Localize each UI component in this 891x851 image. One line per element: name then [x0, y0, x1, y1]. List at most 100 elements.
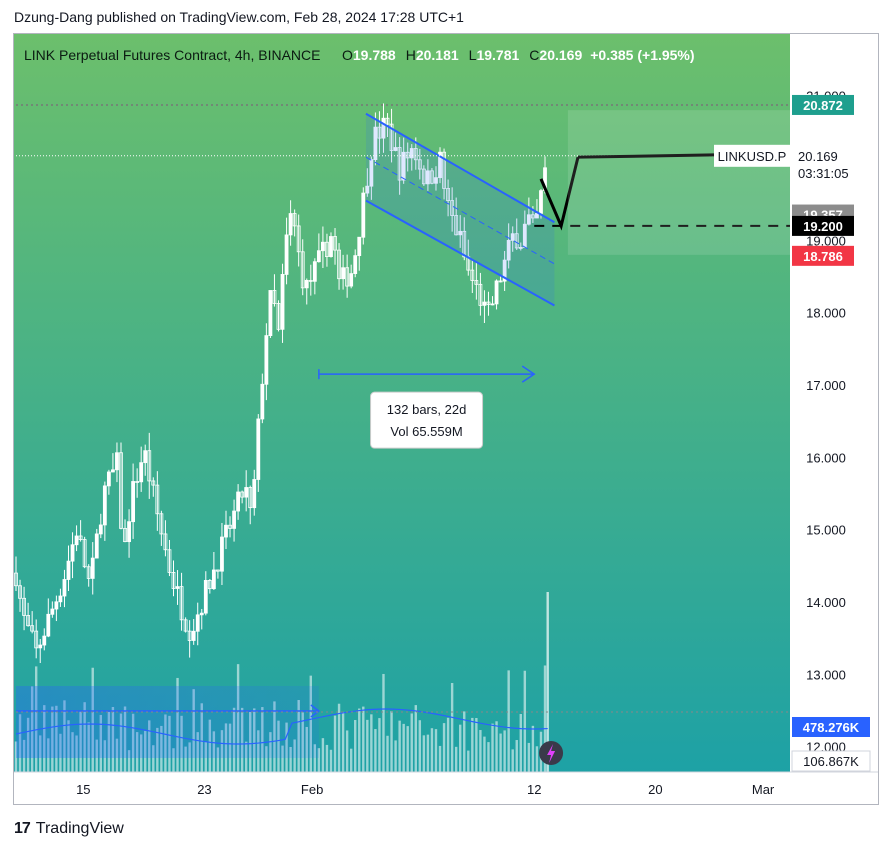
volume-bar	[337, 703, 341, 772]
volume-bar	[426, 734, 430, 772]
projection-path[interactable]	[539, 156, 580, 231]
legend-low-value: 19.781	[476, 47, 519, 63]
volume-ma-badge	[792, 717, 870, 737]
volume-bar	[454, 746, 458, 772]
candle-body	[248, 487, 253, 509]
candle-body	[256, 418, 261, 480]
candle-body	[171, 571, 176, 589]
channel-lower-line[interactable]	[365, 199, 555, 307]
candle-body	[450, 200, 455, 216]
legend-high-value: 20.181	[416, 47, 459, 63]
candle-body	[353, 255, 358, 275]
volume-bar	[418, 720, 422, 772]
chart-frame[interactable]: 132 bars, 22d Vol 65.559M LINKUSD.P LINK P…	[13, 33, 879, 805]
y-tick-label: 16.000	[806, 450, 846, 465]
price-chart[interactable]: 132 bars, 22d Vol 65.559M LINKUSD.P LINK P…	[14, 34, 878, 804]
volume-bar	[317, 748, 321, 772]
time-axis-panel[interactable]	[14, 772, 790, 804]
candle-body	[252, 479, 257, 509]
candle-body	[276, 303, 281, 330]
measure-arrowhead	[521, 365, 536, 383]
candle-body	[62, 579, 67, 597]
candle-body	[365, 185, 370, 194]
candle-body	[183, 619, 188, 632]
volume-bar	[467, 750, 470, 772]
volume-bar	[152, 745, 155, 772]
volume-bar	[438, 745, 442, 772]
candle-body	[30, 625, 35, 632]
candle-body	[434, 177, 438, 184]
candle-body	[373, 126, 378, 160]
candle-body	[337, 249, 341, 280]
volume-bar	[450, 683, 454, 772]
candle-body	[34, 630, 39, 649]
high-price-badge	[792, 94, 854, 115]
volume-bar	[358, 708, 361, 772]
candle-body	[413, 148, 418, 161]
y-tick-label: 14.000	[806, 595, 846, 610]
candle-body	[74, 535, 79, 546]
volume-bar	[281, 745, 284, 772]
candle-body	[470, 269, 475, 281]
candle-body	[240, 491, 245, 498]
volume-bar	[519, 713, 522, 772]
high-price-value: 20.872	[803, 98, 843, 113]
legend-close-value: 20.169	[539, 47, 582, 63]
candle-body	[216, 569, 220, 572]
low-price-badge	[792, 245, 854, 266]
candle-body	[409, 148, 414, 159]
x-tick-label: 20	[648, 782, 662, 797]
x-tick-label: 12	[527, 782, 541, 797]
candle-body	[389, 123, 394, 151]
volume-bar	[366, 719, 369, 772]
candle-body	[102, 485, 107, 526]
volume-bar	[325, 744, 329, 772]
measure-bars-text: 132 bars, 22d	[387, 402, 467, 417]
volume-bar	[463, 711, 466, 772]
y-tick-label: 19.000	[806, 233, 846, 248]
chart-legend: LINK Perpetual Futures Contract, 4h, BIN…	[24, 47, 695, 63]
candle-body	[207, 579, 212, 590]
candle-body	[260, 383, 265, 420]
volume-ma-value: 478.276K	[803, 720, 860, 735]
candle-body	[385, 117, 390, 125]
volume-bar	[495, 721, 498, 772]
volume-bar	[370, 714, 373, 772]
candle-body	[369, 159, 374, 187]
legend-open-value: 19.788	[353, 47, 396, 63]
candle-body	[438, 151, 442, 179]
candle-body	[506, 240, 511, 261]
candle-body	[139, 462, 144, 483]
candle-body	[220, 536, 224, 572]
lightning-bolt	[547, 744, 556, 763]
candle-body	[86, 566, 91, 579]
volume-profile-zone	[16, 686, 319, 758]
level-price-value: 19.200	[803, 219, 843, 234]
candle-body	[58, 595, 63, 603]
candle-body	[446, 188, 450, 202]
volume-bar	[382, 673, 385, 772]
legend-symbol: LINK Perpetual Futures Contract, 4h, BIN…	[24, 47, 320, 63]
candle-body	[167, 549, 172, 573]
candle-body	[284, 234, 289, 275]
candle-body	[535, 213, 539, 219]
candle-body	[268, 290, 273, 337]
x-tick-label: 23	[197, 782, 211, 797]
candle-body	[232, 510, 236, 529]
candle-body	[539, 190, 543, 214]
candle-body	[22, 597, 26, 616]
candle-body	[115, 452, 119, 471]
candle-body	[329, 236, 333, 258]
candle-body	[147, 450, 152, 482]
candle-body	[203, 579, 208, 614]
candle-body	[482, 301, 487, 306]
channel-upper-line[interactable]	[365, 112, 555, 224]
tradingview-logo[interactable]: 17 TradingView	[14, 820, 124, 838]
candle-body	[50, 608, 55, 615]
candle-body	[155, 484, 160, 515]
current-price-badge	[792, 144, 878, 183]
candle-body	[401, 151, 406, 181]
volume-bar	[430, 728, 434, 772]
candle-body	[393, 147, 398, 151]
volume-bar	[446, 717, 450, 772]
